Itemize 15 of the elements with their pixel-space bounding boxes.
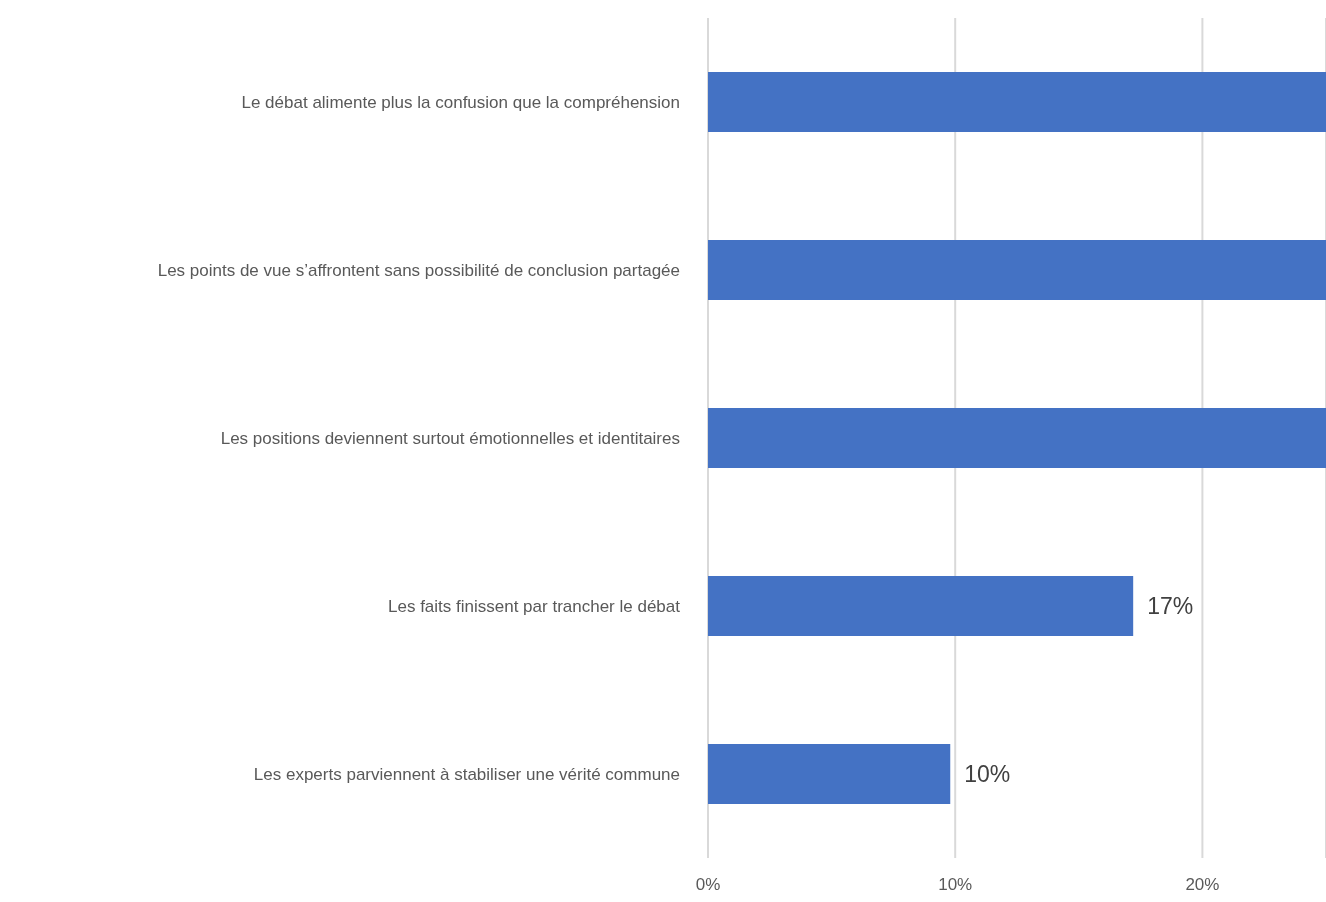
y-tick-label: Les positions deviennent surtout émotionnelles et identitaires (220, 429, 680, 449)
bar (708, 576, 1134, 636)
x-tick-label: 10% (938, 875, 973, 895)
bar (708, 408, 1326, 468)
x-tick-label: 0% (695, 875, 721, 895)
y-tick-label: Les experts parviennent à stabiliser une vérité commune (253, 765, 680, 785)
bar (708, 744, 951, 804)
x-tick-label: 20% (1185, 875, 1220, 895)
data-label: 17% (1147, 593, 1194, 619)
y-tick-label: Les faits finissent par trancher le débat (388, 597, 681, 617)
bar (708, 72, 1326, 132)
bar (708, 240, 1326, 300)
y-tick-label: Les points de vue s’affrontent sans possibilité de conclusion partagée (157, 261, 680, 281)
y-tick-label: Le débat alimente plus la confusion que la compréhension (241, 93, 680, 113)
data-label: 10% (964, 761, 1011, 787)
